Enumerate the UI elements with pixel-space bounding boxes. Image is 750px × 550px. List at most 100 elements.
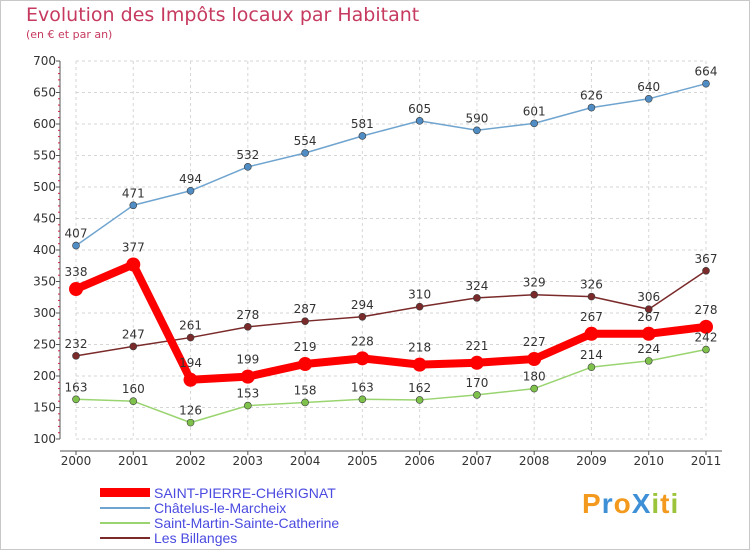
legend-item: Châtelus-le-Marcheix (100, 499, 287, 516)
data-label: 626 (580, 89, 603, 103)
data-point (469, 355, 484, 370)
y-tick-label: 450 (33, 212, 56, 226)
data-point (129, 397, 138, 406)
data-label: 221 (465, 339, 488, 353)
data-point (72, 352, 80, 360)
data-point (301, 149, 309, 157)
legend-label: Les Billanges (154, 529, 238, 546)
legend-item: Saint-Martin-Sainte-Catherine (100, 514, 340, 531)
data-label: 162 (408, 381, 431, 395)
data-label: 278 (236, 308, 259, 322)
data-label: 494 (179, 172, 202, 186)
data-label: 163 (65, 380, 88, 394)
y-tick-label: 350 (33, 275, 56, 289)
data-point (72, 241, 80, 250)
data-point (644, 305, 653, 314)
series-line-2 (75, 348, 707, 424)
data-label: 261 (179, 319, 202, 333)
logo-letter: i (670, 488, 680, 519)
data-point (415, 117, 424, 125)
data-point (126, 257, 141, 272)
data-point (129, 342, 138, 351)
data-point (72, 395, 80, 404)
x-tick-label: 2010 (633, 454, 664, 468)
y-tick-label: 150 (33, 401, 56, 415)
data-label: 294 (351, 298, 374, 312)
data-point (186, 418, 195, 427)
data-point (412, 357, 427, 372)
y-tick-label: 500 (33, 180, 56, 194)
data-point (358, 312, 367, 321)
data-label: 153 (236, 387, 259, 401)
data-label: 324 (465, 279, 488, 293)
logo-letter: P (582, 488, 602, 519)
x-tick-label: 2009 (576, 454, 607, 468)
data-label: 471 (122, 186, 145, 200)
data-label: 581 (351, 117, 374, 131)
data-point (186, 186, 195, 195)
x-tick-label: 2008 (519, 454, 550, 468)
data-label: 640 (637, 80, 660, 94)
data-label: 232 (65, 337, 88, 351)
x-tick-label: 2005 (347, 454, 378, 468)
data-point (587, 292, 596, 301)
data-label: 367 (695, 252, 718, 266)
logo-letter: o (613, 488, 632, 519)
data-point (587, 103, 596, 112)
data-label: 158 (294, 383, 317, 397)
data-label: 160 (122, 382, 145, 396)
data-label: 163 (351, 380, 374, 394)
data-point (587, 363, 596, 371)
x-tick-label: 2006 (404, 454, 435, 468)
logo-letter: X (631, 488, 652, 519)
data-label: 228 (351, 334, 374, 348)
data-point (301, 398, 309, 407)
data-labels: 407 471 494 532 554 581 605 590 601 626 640 664 163 1… (65, 65, 718, 418)
y-tick-label: 100 (33, 432, 56, 446)
y-tick-label: 550 (33, 149, 56, 163)
legend-swatch (100, 506, 150, 509)
data-point (641, 326, 656, 341)
legend-label: Châtelus-le-Marcheix (154, 499, 287, 516)
data-label: 287 (294, 302, 317, 316)
series-line-3 (75, 270, 707, 357)
data-label: 326 (580, 278, 603, 292)
line-chart: 100 150 200 250 300 350 400 450 500 550 600 650 700 2… (33, 54, 722, 468)
data-label: 267 (580, 310, 603, 324)
data-point (244, 323, 252, 331)
data-point (530, 119, 538, 128)
data-point (702, 345, 710, 354)
data-point (298, 357, 313, 372)
data-point (358, 132, 367, 140)
data-point (473, 391, 481, 399)
data-point (702, 266, 710, 275)
legend-item: SAINT-PIERRE-CHéRIGNAT (100, 485, 336, 501)
x-tick-label: 2002 (175, 454, 206, 468)
data-label: 310 (408, 288, 431, 302)
data-label: 329 (523, 276, 546, 290)
data-label: 219 (294, 340, 317, 354)
data-label: 267 (637, 310, 660, 324)
y-tick-label: 400 (33, 243, 56, 257)
series-line-1 (75, 82, 707, 247)
data-label: 306 (637, 290, 660, 304)
proxiti-logo: ProXiti (582, 488, 679, 520)
y-tick-label: 250 (33, 338, 56, 352)
chart-subtitle: (en € et par an) (26, 28, 113, 41)
data-point (355, 351, 370, 366)
data-point (584, 326, 599, 341)
data-point (301, 317, 309, 325)
data-point (530, 290, 538, 299)
y-tick-label: 200 (33, 369, 56, 383)
data-point (415, 302, 424, 311)
data-point (358, 395, 367, 404)
x-tick-label: 2011 (691, 454, 722, 468)
legend-swatch (100, 536, 150, 539)
x-tick-label: 2003 (233, 454, 264, 468)
data-label: 227 (523, 335, 546, 349)
data-label: 218 (408, 341, 431, 355)
data-point (244, 401, 252, 410)
data-point (644, 95, 653, 103)
legend-label: Saint-Martin-Sainte-Catherine (154, 514, 340, 531)
